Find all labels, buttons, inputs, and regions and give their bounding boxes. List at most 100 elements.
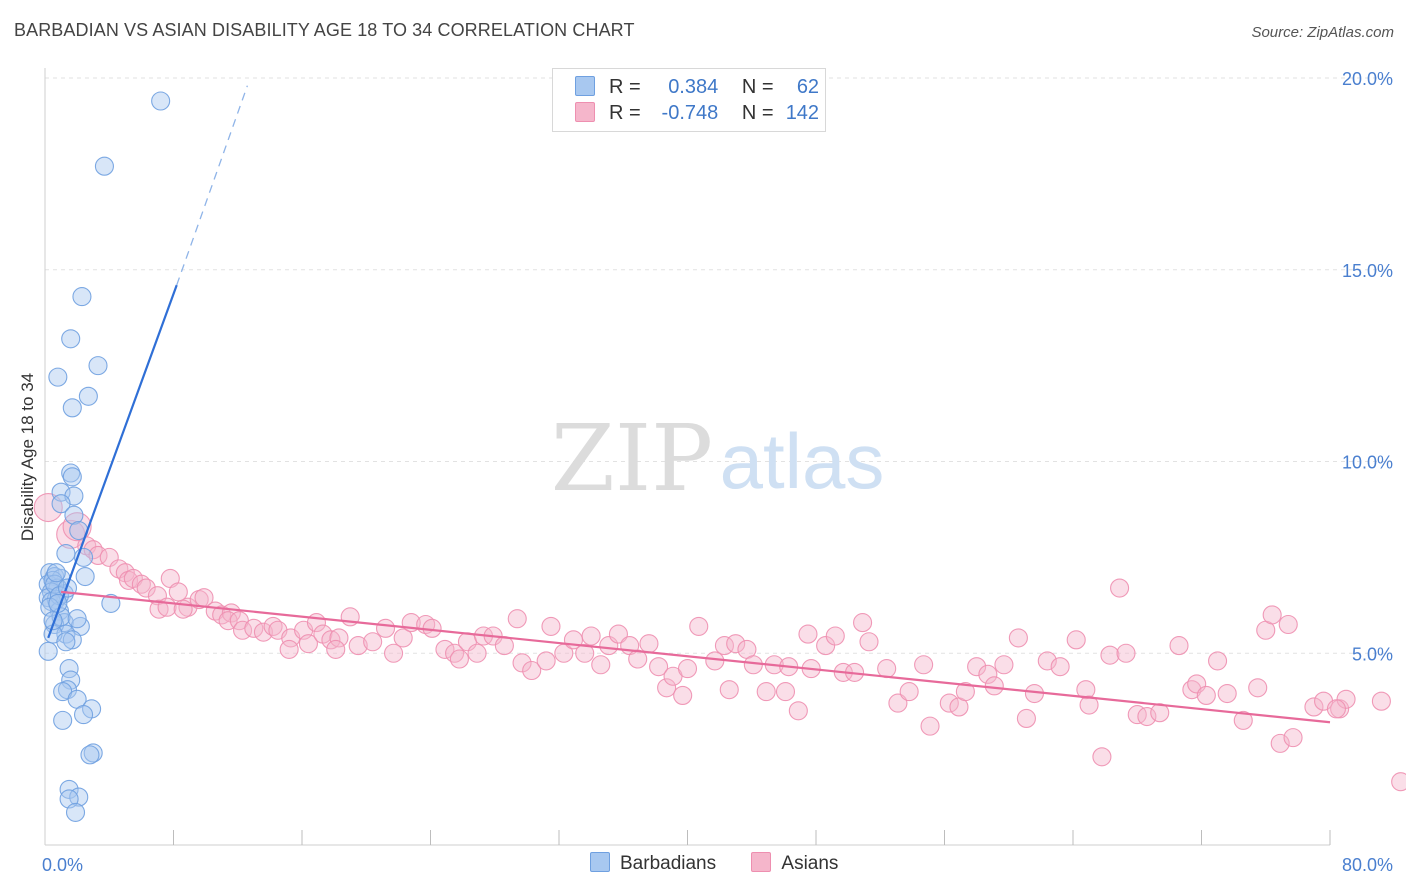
point-asian xyxy=(1248,678,1268,698)
point-asian xyxy=(1100,645,1120,665)
point-asian xyxy=(888,693,908,713)
point-barbadian xyxy=(83,743,103,763)
point-barbadian xyxy=(61,329,81,349)
point-barbadian xyxy=(74,705,94,725)
point-asian xyxy=(1208,651,1228,671)
point-asian xyxy=(914,655,934,675)
point-asian xyxy=(33,492,63,523)
point-asian xyxy=(955,682,975,702)
point-asian xyxy=(1066,630,1086,650)
point-asian xyxy=(536,651,556,671)
watermark-atlas: atlas xyxy=(720,417,885,505)
point-asian xyxy=(853,613,873,633)
point-asian xyxy=(677,659,698,679)
axes xyxy=(44,68,1331,846)
point-asian xyxy=(1016,708,1036,728)
legend-item-barbadians[interactable]: Barbadians xyxy=(590,852,716,875)
point-asian xyxy=(244,618,264,638)
legend-swatch-asians xyxy=(575,102,595,122)
point-barbadian xyxy=(151,91,171,111)
point-asian xyxy=(1092,747,1112,767)
point-asian xyxy=(1050,657,1070,677)
source-label: Source: ZipAtlas.com xyxy=(1251,24,1394,41)
series-barbadians xyxy=(38,91,171,822)
x-tick-label: 0.0% xyxy=(42,855,83,875)
trend-line-asians xyxy=(60,590,1331,724)
point-asian xyxy=(363,632,383,652)
point-asian xyxy=(522,660,542,681)
point-asian xyxy=(1278,614,1298,635)
point-asian xyxy=(1116,643,1136,663)
y-tick-label: 20.0% xyxy=(1342,69,1393,89)
point-barbadian xyxy=(88,356,108,376)
point-asian xyxy=(967,657,987,677)
point-barbadian xyxy=(62,467,82,487)
legend-swatch-barbadians xyxy=(575,76,595,96)
point-asian xyxy=(1391,772,1406,792)
series-asians xyxy=(33,492,1406,792)
point-asian xyxy=(348,636,368,656)
point-asian xyxy=(726,634,746,654)
point-asian xyxy=(657,678,677,698)
point-asian xyxy=(673,685,693,705)
point-asian xyxy=(157,597,177,617)
point-barbadian xyxy=(51,482,71,502)
point-asian xyxy=(168,582,188,602)
point-asian xyxy=(1326,699,1346,719)
y-tick-label: 15.0% xyxy=(1342,261,1393,281)
point-asian xyxy=(1304,697,1324,717)
point-asian xyxy=(149,599,169,619)
point-asian xyxy=(581,626,601,646)
legend-n-value: 142 xyxy=(785,102,820,124)
point-asian xyxy=(298,634,318,654)
point-barbadian xyxy=(78,386,98,406)
point-asian xyxy=(1270,733,1290,753)
trend-extension-barbadians xyxy=(176,85,249,286)
point-asian xyxy=(1079,695,1099,715)
point-asian xyxy=(939,693,959,713)
trend-lines xyxy=(47,85,1331,724)
point-asian xyxy=(253,622,274,642)
point-asian xyxy=(859,632,879,652)
point-asian xyxy=(1196,685,1216,705)
legend-n-label: N = xyxy=(741,102,774,124)
point-asian xyxy=(1262,605,1282,625)
tick-labels: 5.0% 10.0% 15.0% 20.0% 0.0% 80.0% xyxy=(42,69,1393,875)
point-barbadian xyxy=(51,494,71,514)
legend-item-asians[interactable]: Asians xyxy=(751,852,838,875)
point-barbadian xyxy=(53,710,73,730)
point-asian xyxy=(1169,636,1189,656)
point-barbadian xyxy=(64,505,84,525)
point-asian xyxy=(1076,680,1096,700)
point-asian xyxy=(899,682,919,702)
point-asian xyxy=(775,682,796,702)
point-barbadian xyxy=(62,630,82,650)
point-asian xyxy=(393,628,413,648)
point-asian xyxy=(994,655,1014,675)
point-asian xyxy=(628,649,648,669)
point-asian xyxy=(649,657,669,677)
legend-swatch-barbadians xyxy=(590,852,610,872)
legend-label-asians: Asians xyxy=(781,853,839,874)
y-axis-label: Disability Age 18 to 34 xyxy=(18,373,37,541)
point-barbadian xyxy=(72,287,92,307)
point-asian xyxy=(984,676,1004,696)
series-legend: Barbadians Asians xyxy=(590,852,868,875)
point-asian xyxy=(449,649,469,669)
point-asian xyxy=(1283,728,1303,748)
legend-n-label: N = xyxy=(741,76,774,98)
point-asian xyxy=(384,643,404,663)
point-asian xyxy=(326,639,346,659)
point-asian xyxy=(591,655,611,675)
legend-r-label: R = xyxy=(609,102,641,124)
point-asian xyxy=(375,618,396,638)
point-asian xyxy=(512,653,532,673)
point-asian xyxy=(321,630,341,650)
gridlines xyxy=(45,77,1392,654)
correlation-legend: R = 0.384 N = 62 R = -0.748 N = 142 xyxy=(552,68,826,132)
point-barbadian xyxy=(65,802,86,822)
point-barbadian xyxy=(69,787,89,807)
chart-title: BARBADIAN VS ASIAN DISABILITY AGE 18 TO … xyxy=(14,20,635,40)
point-asian xyxy=(541,616,561,636)
